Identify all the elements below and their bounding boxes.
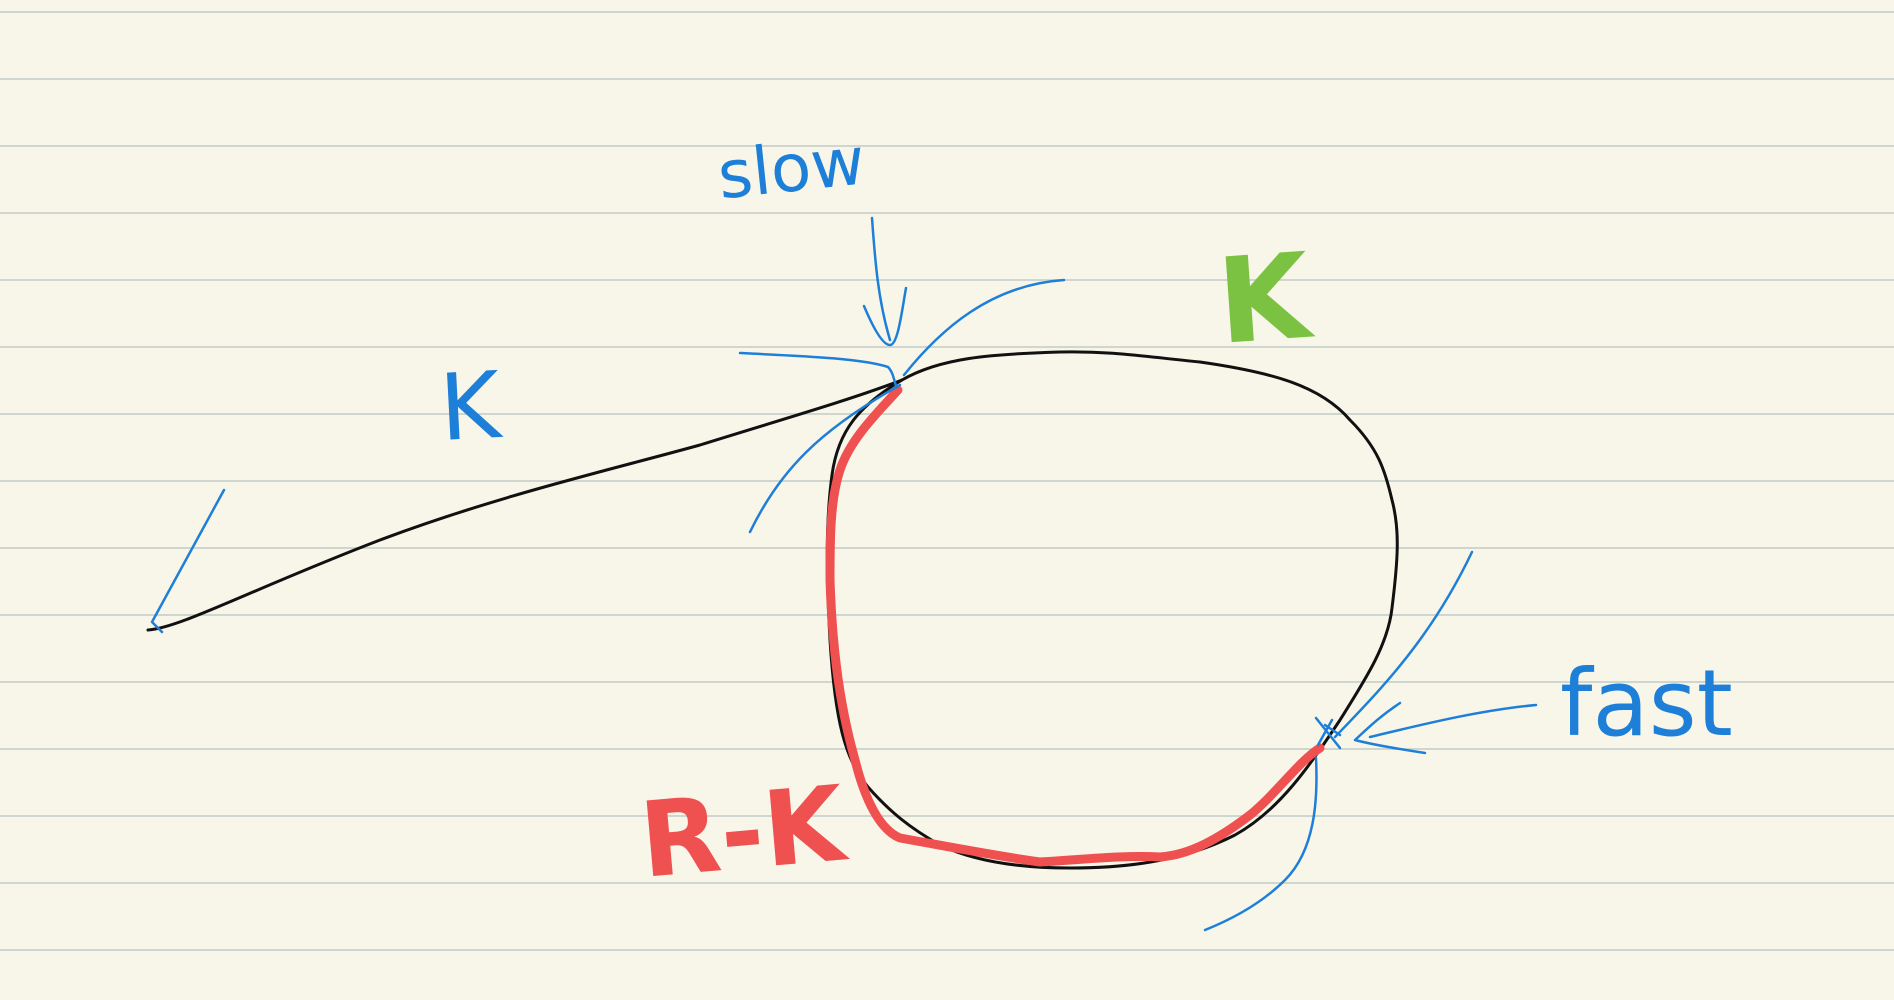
fast-tangent-lower: [1203, 756, 1318, 932]
slow-tangent-lower: [748, 383, 902, 534]
fast-arrow-icon: [1353, 701, 1538, 755]
fast-crossing-scribble: [1314, 716, 1342, 750]
tail-tick-mark: [150, 488, 226, 634]
cycle-loop: [825, 350, 1399, 870]
slow-label: slow: [714, 122, 868, 214]
slow-arrow-icon: [862, 216, 908, 347]
tail-line: [146, 378, 904, 632]
fast-tangent-upper: [1333, 550, 1474, 739]
k-tail-label: K: [437, 352, 506, 462]
r-minus-k-label: R-K: [635, 762, 852, 902]
fast-label: fast: [1560, 650, 1733, 757]
ruled-lines: [0, 11, 1894, 951]
blue-annotations: [150, 216, 1538, 932]
red-r-minus-k-segment: [825, 385, 1325, 867]
slow-tangent-upper: [738, 278, 1066, 388]
k-cycle-label: K: [1213, 226, 1318, 370]
